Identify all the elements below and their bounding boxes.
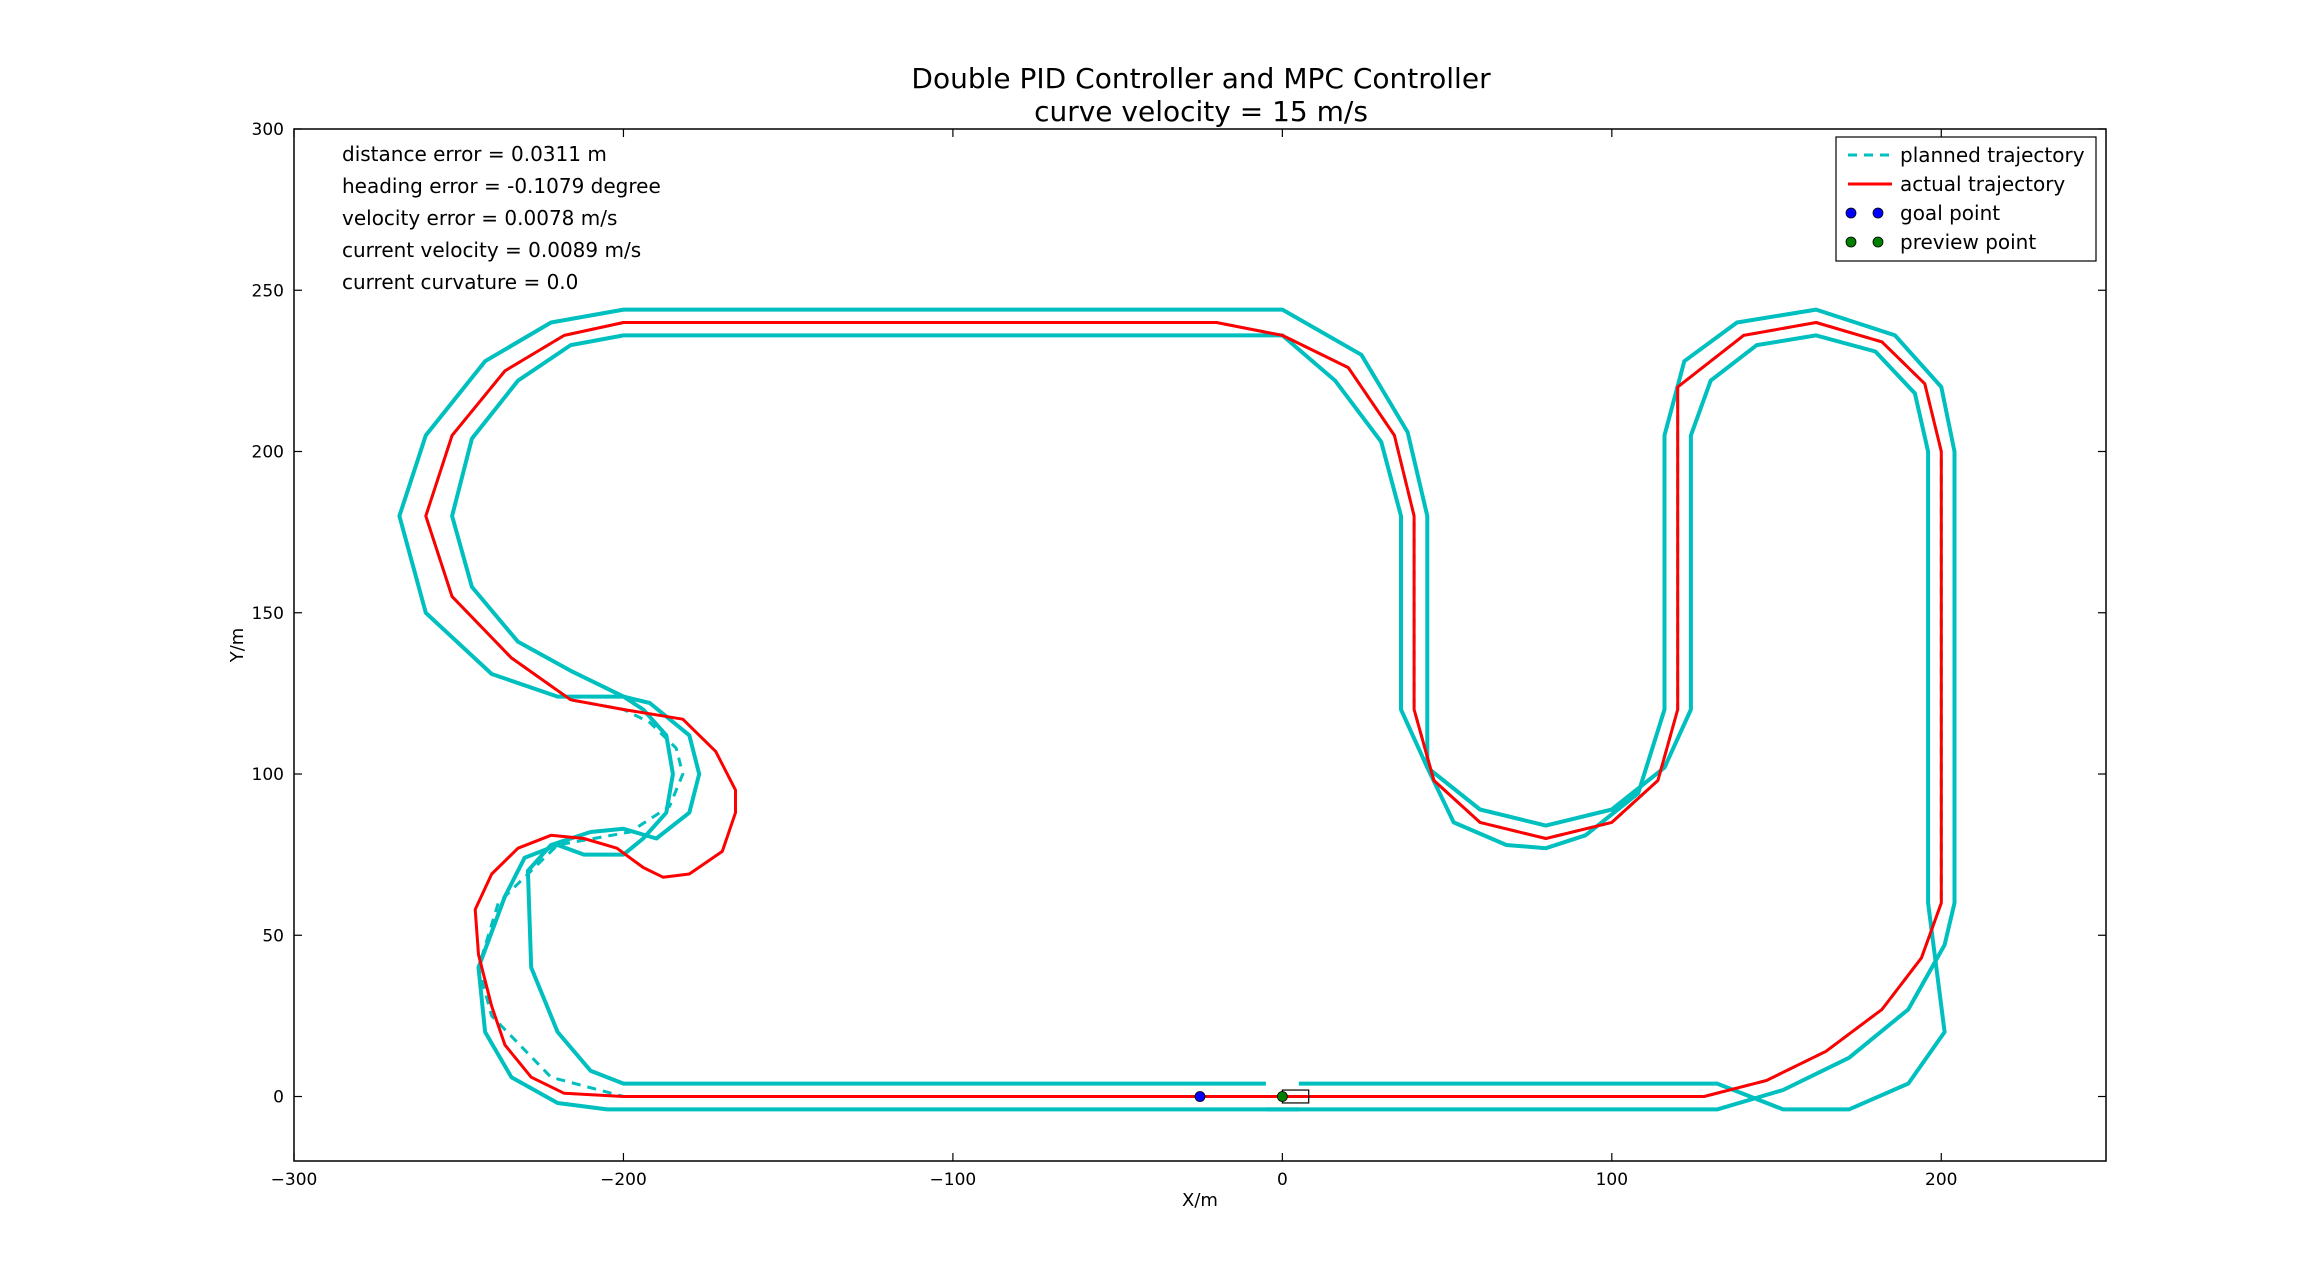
y-tick-label: 100	[252, 765, 284, 785]
legend-label-planned: planned trajectory	[1900, 143, 2085, 167]
legend-label-actual: actual trajectory	[1900, 172, 2065, 196]
x-tick-label: 100	[1596, 1170, 1628, 1190]
x-axis-label: X/m	[1182, 1190, 1218, 1211]
x-tick-label: −300	[271, 1170, 318, 1190]
x-tick-label: −100	[930, 1170, 977, 1190]
preview-point-marker	[1276, 1091, 1288, 1102]
legend: planned trajectory actual trajectory goa…	[1835, 136, 2097, 262]
legend-swatch-goal	[1845, 207, 1884, 219]
series-actual-trajectory	[424, 321, 1943, 1098]
y-tick-label: 300	[252, 120, 284, 140]
chart-subtitle: curve velocity = 15 m/s	[1034, 95, 1368, 128]
y-tick-label: 0	[273, 1088, 284, 1108]
x-tick-label: 0	[1277, 1170, 1288, 1190]
info-current-velocity: current velocity = 0.0089 m/s	[342, 238, 641, 262]
info-current-curvature: current curvature = 0.0	[342, 270, 578, 294]
marker-layer	[1194, 1089, 1310, 1104]
info-box: distance error = 0.0311 m heading error …	[342, 142, 661, 294]
legend-label-preview: preview point	[1900, 230, 2036, 254]
series-layer	[424, 321, 1943, 1098]
y-tick-label: 150	[252, 604, 284, 624]
info-distance-error: distance error = 0.0311 m	[342, 142, 607, 166]
info-velocity-error: velocity error = 0.0078 m/s	[342, 206, 617, 230]
legend-swatch-preview	[1845, 236, 1884, 248]
legend-label-goal: goal point	[1900, 201, 2000, 225]
y-tick-label: 50	[262, 926, 284, 946]
track-outer-boundary	[397, 307, 1957, 1112]
track-layer	[397, 307, 1957, 1112]
goal-point-marker	[1194, 1091, 1206, 1102]
tick-layer: −300 −200 −100 0 100 200 0 50 100 150 200 250 300	[252, 120, 2106, 1190]
chart-title: Double PID Controller and MPC Controller	[911, 62, 1491, 95]
y-axis-label: Y/m	[227, 628, 248, 664]
x-tick-label: 200	[1925, 1170, 1957, 1190]
plot-frame	[293, 128, 2107, 1162]
x-tick-label: −200	[600, 1170, 647, 1190]
track-inner-boundary	[450, 333, 1947, 1112]
series-planned-trajectory	[424, 321, 1943, 1098]
y-tick-label: 250	[252, 281, 284, 301]
y-tick-label: 200	[252, 443, 284, 463]
info-heading-error: heading error = -0.1079 degree	[342, 174, 661, 198]
